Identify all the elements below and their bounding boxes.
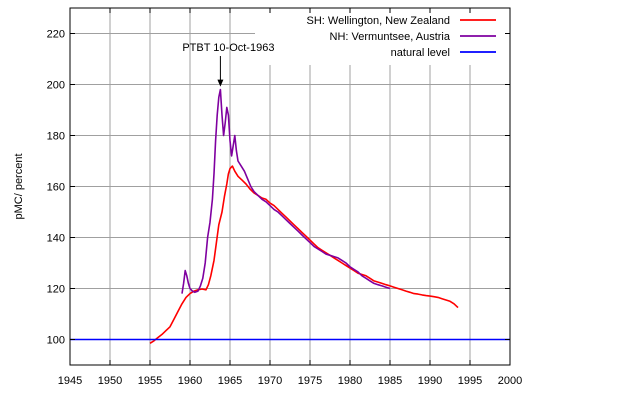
annotation: PTBT 10-Oct-1963 <box>182 42 274 87</box>
x-tick-label: 1945 <box>58 375 82 387</box>
y-tick-label: 200 <box>47 80 65 92</box>
y-tick-label: 100 <box>47 335 65 347</box>
x-tick-label: 1985 <box>378 375 402 387</box>
series-line-0 <box>149 165 459 344</box>
x-tick-label: 1995 <box>458 375 482 387</box>
x-tick-label: 1970 <box>258 375 282 387</box>
x-tick-label: 1990 <box>418 375 442 387</box>
legend-label-2: natural level <box>391 47 450 59</box>
y-tick-label: 160 <box>47 182 65 194</box>
annotation-arrow-head <box>217 79 224 87</box>
series-layer <box>70 88 510 344</box>
legend: SH: Wellington, New Zealand NH: Vermuntse… <box>307 15 496 59</box>
tick-labels: 1945 1950 1955 1960 1965 1970 1975 1980 1985 1990… <box>47 29 523 388</box>
y-axis-title: pMC/ percent <box>13 153 25 219</box>
y-tick-label: 220 <box>47 29 65 41</box>
x-tick-label: 1960 <box>178 375 202 387</box>
x-tick-label: 1975 <box>298 375 322 387</box>
x-tick-label: 1980 <box>338 375 362 387</box>
y-tick-label: 140 <box>47 233 65 245</box>
y-tick-label: 180 <box>47 131 65 143</box>
x-tick-label: 1955 <box>138 375 162 387</box>
legend-label-1: NH: Vermuntsee, Austria <box>330 31 451 43</box>
legend-label-0: SH: Wellington, New Zealand <box>307 15 450 27</box>
y-tick-label: 120 <box>47 284 65 296</box>
annotation-label: PTBT 10-Oct-1963 <box>182 42 274 54</box>
x-tick-label: 1950 <box>98 375 122 387</box>
ticks <box>69 8 511 365</box>
x-tick-label: 1965 <box>218 375 242 387</box>
x-tick-label: 2000 <box>498 375 522 387</box>
series-line-1 <box>181 88 391 294</box>
